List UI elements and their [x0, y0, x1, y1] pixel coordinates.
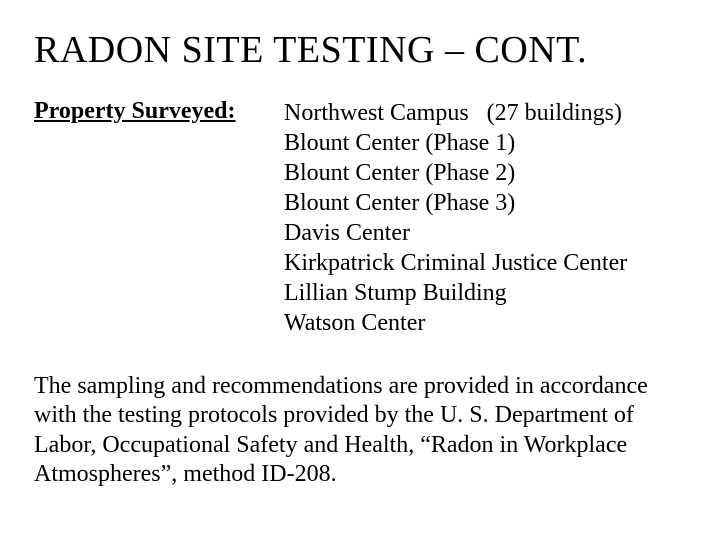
slide-title: RADON SITE TESTING – CONT.: [34, 28, 686, 72]
list-item-note: (27 buildings): [487, 100, 622, 126]
property-section: Property Surveyed: Northwest Campus (27 b…: [34, 98, 686, 338]
property-label: Property Surveyed:: [34, 98, 284, 125]
footer-paragraph: The sampling and recommendations are pro…: [34, 372, 686, 489]
list-item: Watson Center: [284, 308, 686, 338]
slide: RADON SITE TESTING – CONT. Property Surv…: [0, 0, 720, 540]
list-item: Lillian Stump Building: [284, 278, 686, 308]
list-item: Kirkpatrick Criminal Justice Center: [284, 248, 686, 278]
list-item: Davis Center: [284, 218, 686, 248]
list-item: Blount Center (Phase 1): [284, 128, 686, 158]
list-item-text: Northwest Campus: [284, 100, 469, 126]
list-item: Blount Center (Phase 2): [284, 158, 686, 188]
list-item: Northwest Campus (27 buildings): [284, 98, 686, 128]
property-list: Northwest Campus (27 buildings) Blount Ce…: [284, 98, 686, 338]
list-item: Blount Center (Phase 3): [284, 188, 686, 218]
